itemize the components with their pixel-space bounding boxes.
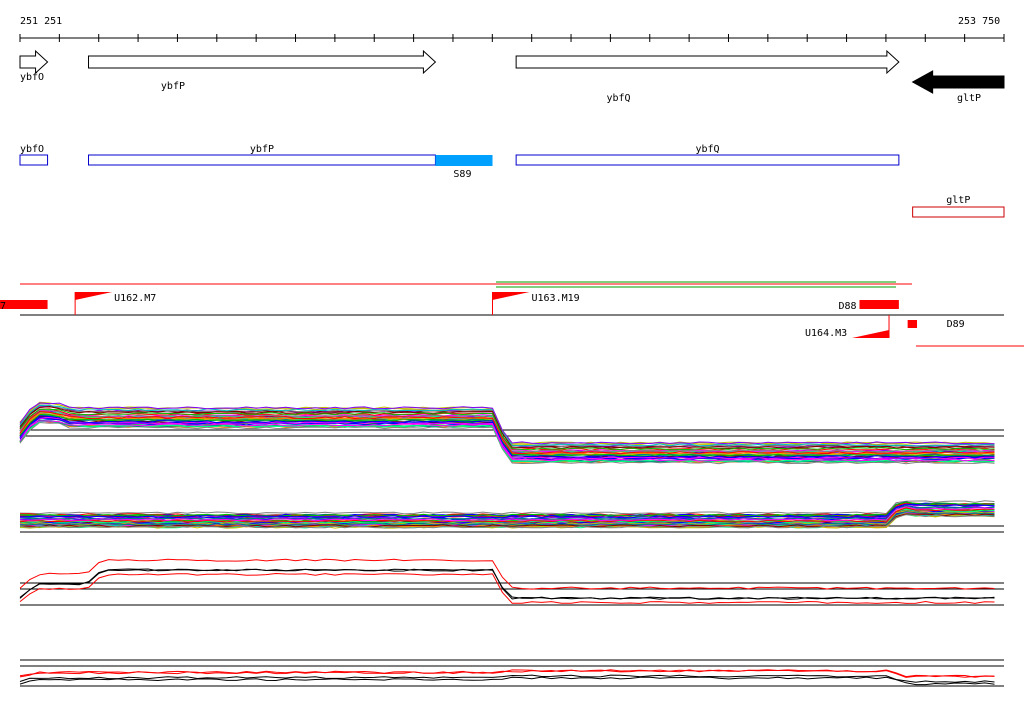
ruler-end-label: 253 750 — [958, 16, 1000, 27]
expression-panel-1-series-line — [19, 416, 995, 460]
expression-panel-1-series-line — [19, 421, 995, 465]
gene-box-track: ybfO ybfP ybfQ gltP S89 — [19, 144, 1005, 218]
gene-arrow-label-ybfQ: ybfQ — [606, 93, 630, 104]
transcription-unit-track: U162.M7 U163.M19 U164.M3 7 D88 D89 — [0, 281, 1024, 347]
expression-panel-1-series-line — [19, 411, 995, 455]
expression-panel-2 — [19, 500, 1004, 533]
gene-box-gltP — [912, 206, 1005, 218]
expression-panel-1-series-line — [19, 404, 995, 447]
expression-panel-1-series-line — [19, 402, 995, 445]
ruler-start-label: 251 251 — [20, 16, 62, 27]
expression-panels — [19, 401, 1004, 687]
expression-panel-2-series-line — [19, 501, 995, 517]
expression-panel-2-series-line — [19, 511, 995, 527]
gene-box-label-ybfQ: ybfQ — [695, 144, 719, 155]
ruler-ticks — [19, 34, 1005, 42]
gene-box-ybfQ — [515, 154, 900, 166]
expression-panel-1-series-line — [19, 405, 995, 449]
expression-panel-4-series-line — [19, 674, 995, 683]
gene-box-label-ybfO: ybfO — [20, 144, 44, 155]
down-segment-D88 — [859, 300, 899, 309]
tu-label-U162.M7: U162.M7 — [114, 293, 156, 304]
tu-label-U164.M3: U164.M3 — [805, 328, 847, 339]
expression-panel-4 — [19, 659, 1004, 687]
expression-panel-4-series-line — [19, 676, 995, 686]
tu-label-U163.M19: U163.M19 — [532, 293, 580, 304]
expression-panel-1-series-line — [19, 420, 995, 462]
down-segment-D87 — [0, 300, 48, 309]
gene-box-label-gltP: gltP — [946, 195, 970, 206]
down-segment-D89 — [907, 320, 918, 328]
expression-panel-2-series-line — [19, 500, 995, 515]
segment-S89 — [435, 155, 493, 166]
gene-box-ybfO — [19, 154, 49, 166]
gene-arrow-label-ybfO: ybfO — [20, 72, 44, 83]
expression-panel-3-series-line — [19, 572, 995, 604]
expression-panel-3 — [19, 558, 1004, 606]
gene-arrow-gltP — [911, 70, 1005, 94]
expression-panel-3-series-line — [19, 568, 995, 600]
gene-arrow-ybfP — [88, 49, 437, 75]
expression-panel-4-series-line — [19, 669, 995, 678]
gene-arrow-track: ybfO ybfP ybfQ gltP — [19, 49, 1005, 104]
down-segment-label-D88: D88 — [838, 301, 856, 312]
gene-arrow-ybfQ — [515, 49, 900, 75]
expression-panel-1 — [19, 401, 1004, 465]
tu-flag-U163.M19 — [492, 292, 530, 300]
expression-panel-1-series-line — [19, 408, 995, 451]
tu-flag-U164.M3 — [852, 330, 890, 338]
gene-box-ybfP — [88, 154, 436, 166]
expression-panel-2-series-line — [19, 503, 995, 519]
expression-panel-1-series-line — [19, 420, 995, 463]
expression-panel-1-series-line — [19, 415, 995, 459]
gene-arrow-ybfO — [19, 49, 49, 75]
expression-panel-2-series-line — [19, 504, 995, 520]
expression-panel-2-series-line — [19, 506, 995, 522]
expression-panel-3-series-line — [19, 558, 995, 590]
down-segment-label-D87: 7 — [0, 301, 6, 312]
segment-label-S89: S89 — [453, 169, 471, 180]
down-segment-label-D89: D89 — [947, 319, 965, 330]
gene-arrow-label-gltP: gltP — [957, 93, 981, 104]
expression-panel-2-series-line — [19, 514, 995, 529]
tu-flag-U162.M7 — [75, 292, 113, 300]
gene-arrow-label-ybfP: ybfP — [161, 81, 185, 92]
gene-box-label-ybfP: ybfP — [250, 144, 274, 155]
ruler: 251 251 253 750 — [19, 16, 1005, 42]
